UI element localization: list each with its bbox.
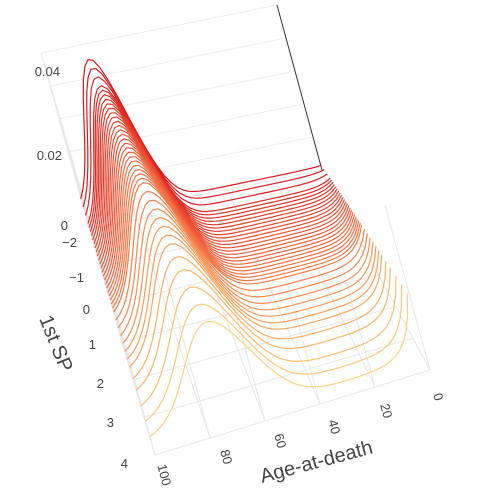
- density-curve: [135, 267, 391, 391]
- floor-grid-line: [122, 274, 379, 343]
- x-tick-label: 100: [154, 462, 174, 487]
- density-curve: [140, 276, 397, 407]
- wall-grid-line: [384, 204, 431, 371]
- density-curve: [113, 181, 363, 313]
- wall-grid-line: [49, 85, 120, 324]
- density-curve: [108, 164, 357, 297]
- density-curve: [132, 255, 387, 380]
- density-curve: [100, 133, 347, 269]
- density-curve: [115, 190, 366, 321]
- density-curve: [85, 76, 328, 216]
- density-curve: [94, 112, 340, 249]
- y-tick-label: 3: [107, 415, 114, 430]
- floor-grid-line: [154, 369, 431, 456]
- wall-grid-line: [85, 169, 323, 219]
- x-tick-label: 40: [325, 418, 343, 436]
- wall-grid-line: [219, 255, 266, 422]
- density-curve: [149, 293, 409, 438]
- wall-grid-line: [85, 217, 156, 456]
- density-curve: [98, 124, 344, 261]
- y-tick-label: 2: [97, 376, 104, 391]
- z-axis-line: [276, 4, 323, 171]
- wall-grid-line: [40, 52, 111, 291]
- floor-grid-line: [227, 189, 321, 405]
- density-curve: [105, 151, 353, 285]
- density-curve: [103, 147, 351, 281]
- density-curve: [93, 107, 338, 245]
- density-curve: [129, 243, 383, 368]
- density-curve: [126, 234, 380, 360]
- density-curve: [82, 67, 325, 208]
- x-tick-label: 60: [271, 432, 289, 450]
- density-curve: [102, 142, 350, 277]
- floor-grid-line: [143, 337, 413, 418]
- density-curve: [122, 216, 374, 344]
- floor-grid-line: [132, 306, 396, 381]
- density-curve: [109, 168, 358, 301]
- density-curve: [124, 225, 377, 352]
- x-tick-label: 80: [217, 448, 235, 466]
- density-curve: [89, 94, 334, 232]
- density-curve: [80, 59, 322, 199]
- density-curve: [110, 173, 360, 305]
- wall-grid-line: [49, 37, 287, 87]
- density-curve: [111, 177, 361, 309]
- y-tick-label: −2: [62, 235, 77, 250]
- z-tick-label: 0: [61, 218, 68, 233]
- density-curve: [101, 138, 348, 273]
- y-tick-label: 1: [89, 337, 96, 352]
- wall-grid-line: [40, 4, 278, 54]
- density-curve: [106, 156, 354, 289]
- density-curves: [80, 59, 409, 438]
- y-tick-label: 4: [121, 456, 128, 471]
- density-curve: [96, 120, 343, 257]
- y-tick-label: −1: [69, 270, 84, 285]
- density-curve: [120, 208, 371, 336]
- wall-grid-line: [67, 103, 305, 153]
- density-curve: [88, 89, 333, 228]
- wall-grid-line: [329, 221, 376, 388]
- z-tick-label: 0.02: [37, 148, 62, 163]
- y-axis-title: 1st SP: [34, 312, 76, 375]
- floor-grid-line: [274, 179, 376, 388]
- density-curve: [145, 284, 403, 422]
- x-tick-label: 20: [377, 402, 395, 420]
- y-tick-label: 0: [83, 302, 90, 317]
- z-tick-label: 0.04: [35, 64, 60, 79]
- density-curve: [99, 129, 346, 265]
- density-curve: [90, 98, 335, 236]
- density-curve: [117, 199, 368, 329]
- density-curve: [92, 103, 337, 241]
- x-tick-label: 0: [430, 391, 446, 402]
- density-curve: [95, 116, 341, 253]
- density-curve: [87, 84, 331, 224]
- density-curve: [107, 160, 356, 293]
